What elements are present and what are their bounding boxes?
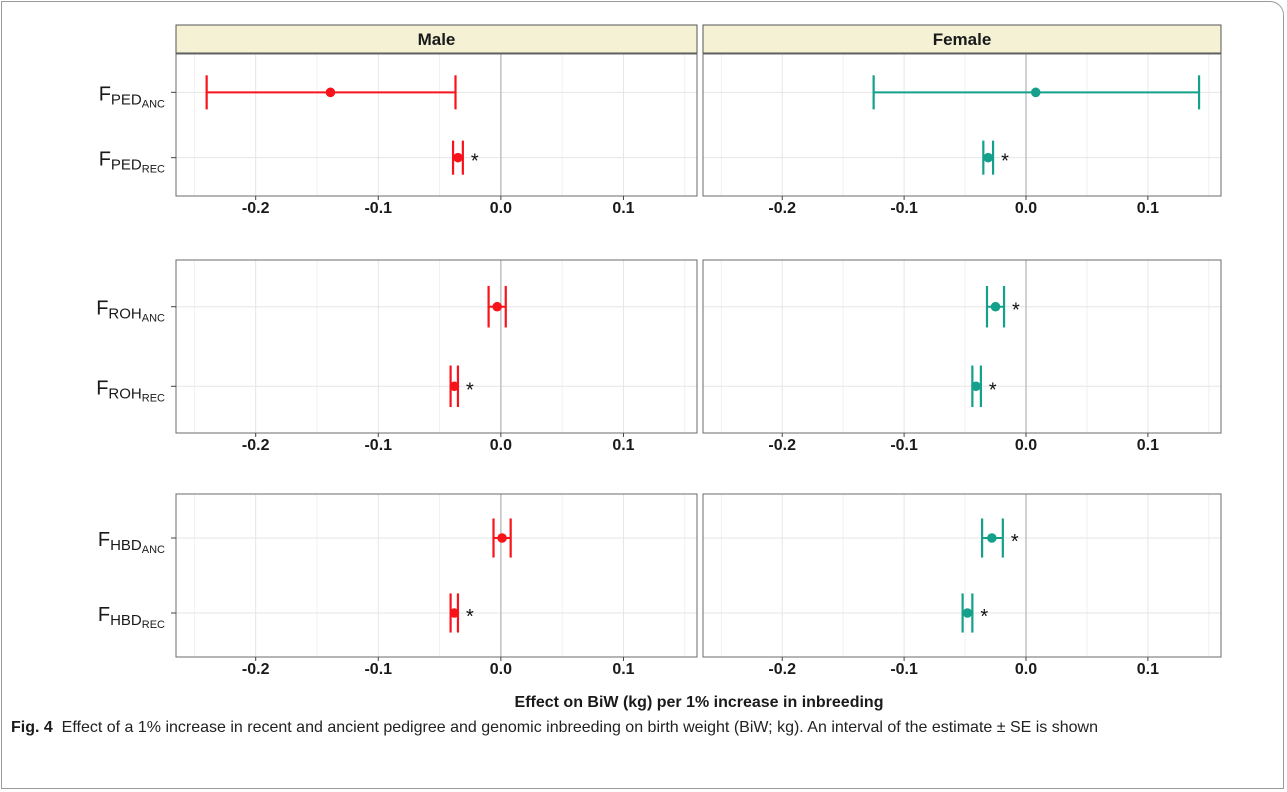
x-tick-label: 0.1: [612, 200, 634, 217]
x-tick-label: -0.1: [890, 200, 918, 217]
significance-marker: *: [466, 606, 474, 628]
significance-marker: *: [466, 379, 474, 401]
x-tick-label: 0.1: [1137, 661, 1159, 678]
row-label-subsub: ANC: [142, 313, 165, 325]
x-tick-label: -0.1: [890, 661, 918, 678]
significance-marker: *: [1001, 151, 1009, 173]
significance-marker: *: [471, 151, 479, 173]
estimate-point: [1030, 87, 1041, 98]
row-label: FROHREC: [96, 377, 165, 404]
x-tick-label: 0.0: [1015, 437, 1037, 454]
panel-border: [175, 493, 698, 658]
estimate-point: [449, 608, 460, 618]
row-label-base: F: [98, 604, 110, 626]
x-tick-label: -0.2: [242, 661, 270, 678]
row-label-base: F: [99, 83, 111, 105]
significance-marker: *: [980, 606, 988, 628]
x-tick-label: -0.1: [364, 661, 392, 678]
x-tick-label: 0.1: [1137, 437, 1159, 454]
estimate-point: [325, 87, 336, 98]
row-label: FPEDANC: [99, 83, 165, 110]
panel-ped-female: -0.2 -0.1 0.0 0.1 *: [702, 53, 1222, 217]
x-tick-label: 0.1: [1137, 200, 1159, 217]
panel-hbd-female: -0.2 -0.1 0.0 0.1 * *: [702, 493, 1222, 678]
x-tick-label: 0.0: [1015, 200, 1037, 217]
x-tick-label: 0.0: [490, 661, 512, 678]
panel-ped-male: -0.2 -0.1 0.0 0.1 *: [175, 53, 698, 217]
row-label-subsub: ANC: [142, 544, 165, 556]
estimate-point: [990, 301, 1001, 312]
estimate-point: [449, 381, 460, 392]
facet-title-female: Female: [933, 30, 992, 49]
row-label: FHBDANC: [98, 529, 165, 556]
estimate-point: [987, 533, 997, 543]
x-tick-label: 0.1: [612, 661, 634, 678]
panel-roh-female: -0.2 -0.1 0.0 0.1 * *: [702, 259, 1222, 454]
row-label: FHBDREC: [98, 604, 165, 631]
row-label-sub: PED: [111, 91, 142, 108]
x-tick-label: -0.2: [768, 437, 796, 454]
significance-marker: *: [989, 379, 997, 401]
panel-border: [175, 53, 698, 197]
row-label: FROHANC: [96, 298, 165, 325]
figure-label: Fig. 4: [11, 719, 53, 736]
row-label-base: F: [99, 149, 111, 171]
x-tick-label: 0.0: [1015, 661, 1037, 678]
row-label-subsub: REC: [142, 619, 165, 631]
row-label-subsub: REC: [142, 164, 165, 176]
x-tick-label: -0.1: [890, 437, 918, 454]
estimate-point: [971, 381, 981, 392]
x-tick-label: 0.0: [490, 437, 512, 454]
x-axis-title: Effect on BiW (kg) per 1% increase in in…: [515, 694, 884, 711]
x-tick-label: 0.0: [490, 200, 512, 217]
row-label-subsub: ANC: [142, 98, 165, 110]
facet-strip-female: [702, 24, 1222, 54]
figure-caption: Fig. 4 Effect of a 1% increase in recent…: [11, 716, 1273, 739]
panel-border: [702, 259, 1222, 434]
row-label-sub: PED: [111, 157, 142, 174]
x-tick-label: -0.1: [364, 437, 392, 454]
row-label-base: F: [96, 298, 108, 320]
row-label-sub: ROH: [108, 385, 141, 402]
row-label: FPEDREC: [99, 149, 165, 176]
row-label-base: F: [96, 377, 108, 399]
panel-border: [175, 259, 698, 434]
panel-hbd-male: -0.2 -0.1 0.0 0.1 *: [175, 493, 698, 678]
figure-caption-text: Effect of a 1% increase in recent and an…: [61, 719, 1098, 736]
estimate-point: [962, 608, 973, 618]
panel-border: [702, 53, 1222, 197]
x-tick-label: -0.2: [768, 661, 796, 678]
x-tick-label: -0.2: [242, 437, 270, 454]
x-tick-label: -0.2: [768, 200, 796, 217]
row-label-base: F: [98, 529, 110, 551]
x-tick-label: 0.1: [612, 437, 634, 454]
forest-plot: Male Female -0.2 -0.1 0.0 0.1 * -0.2 -0.1 0.0 0.1 *…: [96, 24, 1222, 711]
x-tick-label: -0.1: [364, 200, 392, 217]
estimate-point: [492, 301, 502, 312]
row-label-sub: HBD: [110, 612, 142, 629]
significance-marker: *: [1012, 300, 1020, 322]
row-label-sub: ROH: [108, 306, 141, 323]
x-tick-label: -0.2: [242, 200, 270, 217]
panel-border: [702, 493, 1222, 658]
panel-roh-male: -0.2 -0.1 0.0 0.1 *: [175, 259, 698, 454]
facet-title-male: Male: [418, 30, 456, 49]
significance-marker: *: [1011, 531, 1019, 553]
row-label-subsub: REC: [142, 392, 165, 404]
estimate-point: [497, 533, 507, 543]
facet-strip-male: [175, 24, 698, 54]
estimate-point: [983, 152, 994, 163]
estimate-point: [453, 152, 463, 163]
row-label-sub: HBD: [110, 537, 142, 554]
